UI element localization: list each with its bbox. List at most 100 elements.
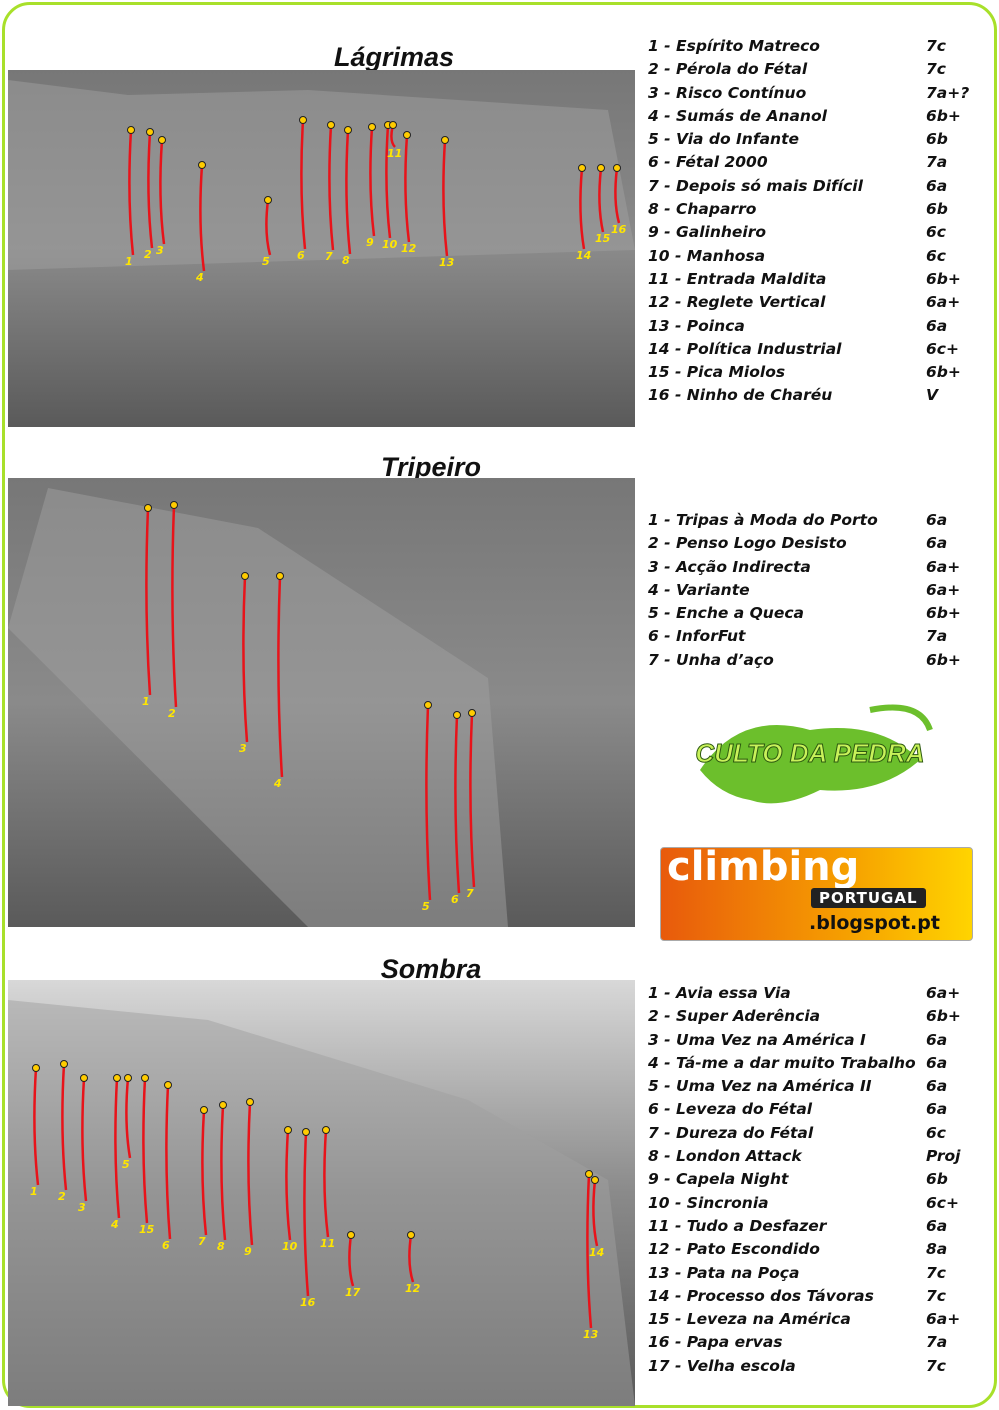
route-number: 10 [382, 238, 398, 251]
route-number: 7 [325, 250, 333, 263]
route-number: 1 [30, 1185, 38, 1198]
route-line [220, 1104, 227, 1241]
logo-text: CULTO DA PEDRA [695, 738, 924, 768]
route-grade: 6a [926, 1100, 948, 1119]
route-number: 2 [168, 707, 176, 720]
route-row: 7 - Depois só mais Difícil 6a [648, 175, 988, 198]
route-name: 16 - Ninho de Charéu [648, 386, 833, 405]
route-number: 2 [144, 248, 152, 261]
anchor [347, 1231, 355, 1239]
route-number: 2 [58, 1190, 66, 1203]
route-line [369, 126, 376, 237]
route-list: 1 - Espírito Matreco 7c 2 - Pérola do Féta… [648, 35, 988, 408]
route-name: 13 - Pata na Poça [648, 1263, 800, 1282]
route-line [165, 1084, 172, 1240]
route-line [408, 1234, 415, 1283]
route-row: 6 - Fétal 2000 7a [648, 151, 988, 174]
logo-text: .blogspot.pt [809, 912, 940, 934]
route-grade: 6b+ [926, 604, 961, 623]
route-number: 6 [451, 893, 459, 906]
route-row: 8 - Chaparro 6b [648, 198, 988, 221]
route-row: 11 - Tudo a Desfazer 6a [648, 1215, 988, 1238]
rock-face [8, 80, 635, 270]
route-number: 12 [405, 1282, 421, 1295]
route-number: 1 [125, 255, 133, 268]
route-row: 16 - Papa ervas 7a [648, 1331, 988, 1354]
route-row: 8 - London Attack Proj [648, 1145, 988, 1168]
route-grade: 6c+ [926, 339, 959, 358]
anchor [200, 1106, 208, 1114]
route-grade: 7c [926, 1356, 946, 1375]
anchor [276, 572, 284, 580]
route-line [159, 139, 166, 245]
route-row: 6 - Leveza do Fétal 6a [648, 1098, 988, 1121]
route-line [303, 1131, 310, 1297]
route-name: 14 - Política Industrial [648, 339, 842, 358]
route-grade: 6c [926, 223, 946, 242]
anchor [585, 1170, 593, 1178]
route-number: 5 [262, 255, 270, 268]
route-grade: 6a+ [926, 293, 961, 312]
route-name: 13 - Poinca [648, 316, 745, 335]
route-grade: 6b+ [926, 106, 961, 125]
route-row: 16 - Ninho de Charéu V [648, 384, 988, 407]
anchor [578, 164, 586, 172]
route-line [171, 504, 178, 708]
anchor [613, 164, 621, 172]
route-grade: 8a [926, 1240, 948, 1259]
route-number: 10 [282, 1240, 298, 1253]
route-grade: 6a [926, 1030, 948, 1049]
route-row: 12 - Reglete Vertical 6a+ [648, 291, 988, 314]
route-name: 4 - Tá-me a dar muito Trabalho [648, 1053, 916, 1072]
route-line [128, 129, 135, 256]
anchor [124, 1074, 132, 1082]
anchor [403, 131, 411, 139]
route-number: 5 [422, 900, 430, 913]
route-number: 11 [387, 147, 402, 160]
route-row: 5 - Uma Vez na América II 6a [648, 1075, 988, 1098]
route-grade: 7a [926, 153, 948, 172]
route-name: 1 - Avia essa Via [648, 984, 791, 1002]
anchor [113, 1074, 121, 1082]
rock-face [8, 1000, 635, 1406]
route-number: 15 [139, 1223, 155, 1236]
route-line [614, 167, 621, 224]
route-grade: 6a+ [926, 984, 961, 1002]
anchor [141, 1074, 149, 1082]
route-name: 16 - Papa ervas [648, 1333, 783, 1352]
route-name: 4 - Sumás de Ananol [648, 106, 827, 125]
route-name: 5 - Uma Vez na América II [648, 1077, 872, 1096]
culto-logo: CULTO DA PEDRA [695, 704, 933, 804]
route-line [404, 134, 411, 243]
route-row: 13 - Pata na Poça 7c [648, 1262, 988, 1285]
route-grade: 6b+ [926, 1007, 961, 1026]
route-number: 17 [345, 1286, 361, 1299]
route-name: 15 - Leveza na América [648, 1310, 851, 1329]
route-line [145, 507, 152, 696]
route-number: 5 [122, 1158, 130, 1171]
route-row: 2 - Pérola do Fétal 7c [648, 58, 988, 81]
route-number: 9 [244, 1245, 252, 1258]
route-line [300, 119, 307, 250]
route-row: 10 - Sincronia 6c+ [648, 1192, 988, 1215]
route-number: 15 [595, 232, 611, 245]
route-number: 4 [273, 777, 282, 790]
route-name: 6 - Fétal 2000 [648, 153, 768, 172]
route-line [323, 1129, 330, 1238]
route-grade: 6b [926, 130, 948, 149]
route-number: 3 [78, 1201, 86, 1214]
route-number: 11 [320, 1237, 335, 1250]
route-row: 14 - Processo dos Távoras 7c [648, 1285, 988, 1308]
route-row: 5 - Enche a Queca 6b+ [648, 602, 988, 625]
route-number: 3 [156, 244, 164, 257]
anchor [407, 1231, 415, 1239]
climbing-portugal-logo: climbing PORTUGAL .blogspot.pt [660, 844, 973, 941]
route-grade: 6b+ [926, 650, 961, 669]
route-number: 9 [366, 236, 374, 249]
anchor [127, 126, 135, 134]
route-row: 4 - Tá-me a dar muito Trabalho 6a [648, 1052, 988, 1075]
route-line [247, 1101, 254, 1246]
route-grade: 6a+ [926, 557, 961, 576]
